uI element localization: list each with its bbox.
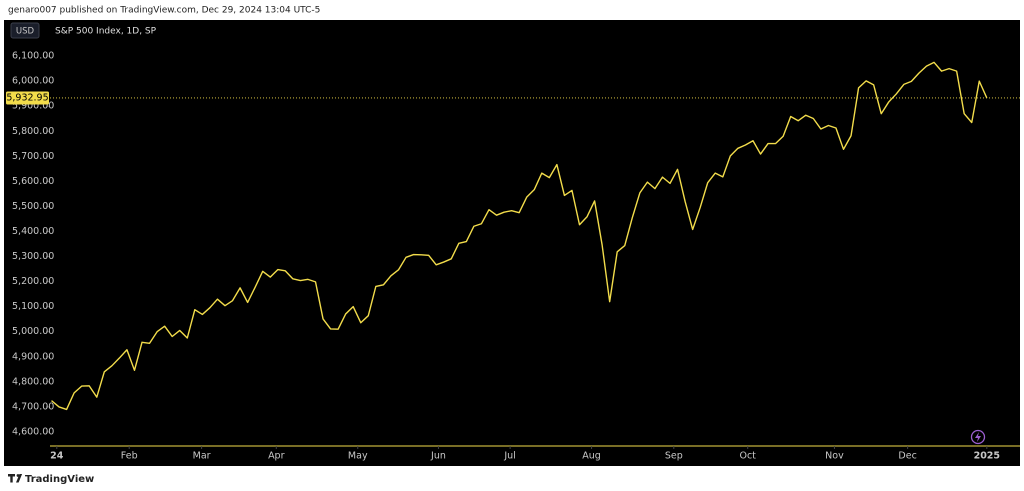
- y-tick-label: 5,300.00: [12, 251, 54, 262]
- y-tick-label: 4,900.00: [12, 351, 54, 362]
- last-price-label: 5,932.95: [6, 92, 48, 103]
- y-tick-label: 4,700.00: [12, 401, 54, 412]
- logo-mark: [8, 474, 23, 483]
- logo-dot: [16, 474, 20, 477]
- last-price-box: [6, 91, 49, 105]
- footer: TradingView: [25, 474, 94, 485]
- y-tick-label: 5,200.00: [12, 276, 54, 287]
- x-tick-label: 2025: [974, 451, 1000, 462]
- x-tick-label: Feb: [121, 451, 138, 462]
- logo: [8, 474, 23, 483]
- y-tick-label: 4,600.00: [12, 426, 54, 437]
- x-tick-label: Nov: [825, 451, 844, 462]
- y-tick-label: 5,700.00: [12, 151, 54, 162]
- y-tick-label: 5,600.00: [12, 176, 54, 187]
- x-tick-label: Sep: [665, 451, 683, 462]
- y-tick-label: 4,800.00: [12, 376, 54, 387]
- y-tick-label: 5,800.00: [12, 126, 54, 137]
- y-tick-label: 6,100.00: [12, 51, 54, 62]
- lightning-icon-bolt: [975, 432, 981, 442]
- y-tick-label: 5,500.00: [12, 201, 54, 212]
- y-tick-label: 5,400.00: [12, 226, 54, 237]
- chart-title: S&P 500 Index, 1D, SP: [55, 27, 157, 37]
- y-tick-label: 5,100.00: [12, 301, 54, 312]
- x-tick-label: 24: [50, 451, 64, 462]
- header: genaro007 published on TradingView.com, …: [8, 6, 320, 16]
- currency-box: [10, 22, 40, 39]
- currency: USD: [16, 27, 35, 37]
- price-line: [51, 61, 988, 411]
- x-tick-label: Jun: [430, 451, 446, 462]
- x-tick-label: Mar: [193, 451, 211, 462]
- x-tick-label: Apr: [268, 451, 285, 462]
- y-tick-label: 6,000.00: [12, 76, 54, 87]
- y-tick-label: 5,900.00: [12, 101, 54, 112]
- lightning-icon: [970, 429, 986, 445]
- x-tick-label: May: [348, 451, 368, 462]
- x-tick-label: Oct: [739, 451, 756, 462]
- x-tick-label: Dec: [898, 451, 916, 462]
- x-tick-label: Jul: [503, 451, 515, 462]
- x-tick-label: Aug: [582, 451, 601, 462]
- chart-background: [4, 20, 1020, 466]
- y-tick-label: 5,000.00: [12, 326, 54, 337]
